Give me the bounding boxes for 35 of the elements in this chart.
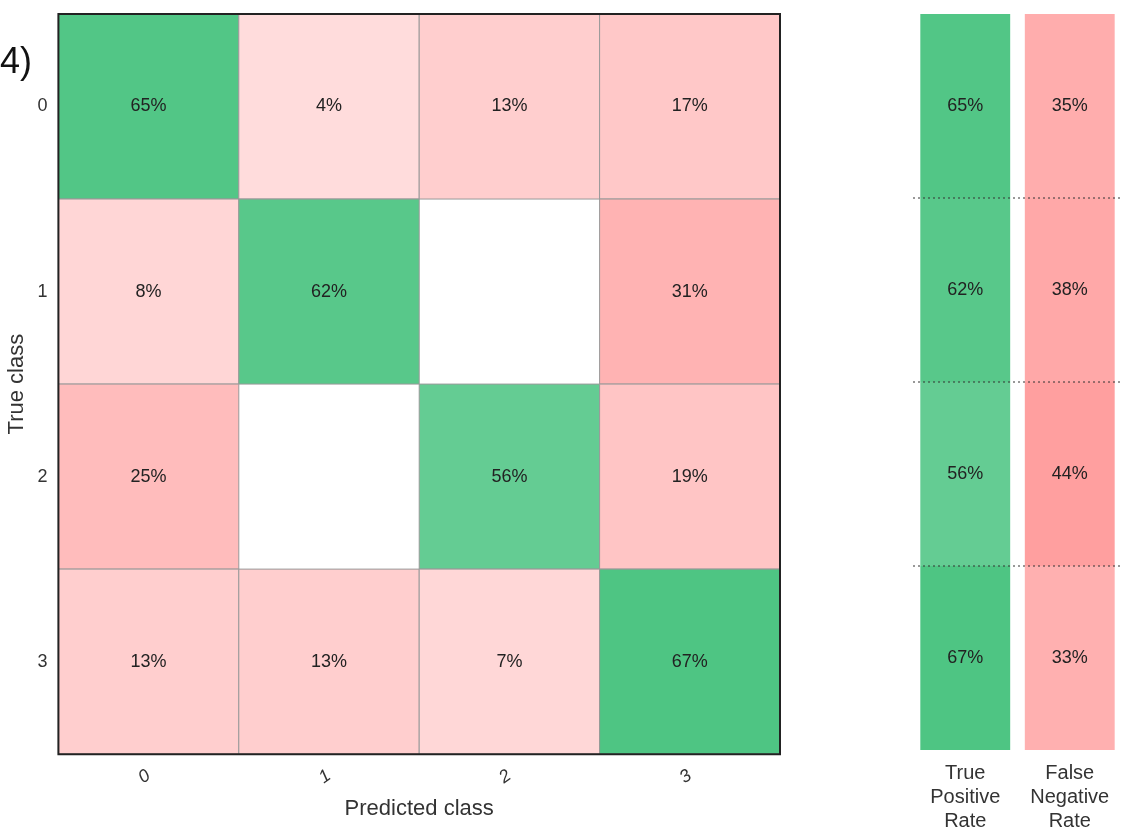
x-tick-label: 0 — [134, 765, 154, 788]
data-label: 44% — [1051, 462, 1088, 483]
data-label: 13% — [310, 650, 348, 671]
y-tick-label: 3 — [37, 650, 48, 671]
data-label: 8% — [135, 280, 162, 301]
x-tick-label: 1 — [314, 765, 335, 788]
data-label: 7% — [496, 650, 523, 671]
x-tick-label: False Negative Rate — [1030, 760, 1110, 831]
y-axis-title: True class — [3, 333, 29, 435]
data-label: 25% — [130, 465, 167, 486]
x-tick-label: True Positive Rate — [930, 760, 1001, 831]
data-label: 38% — [1051, 278, 1088, 299]
data-label: 13% — [491, 95, 528, 116]
data-label: 62% — [947, 278, 984, 299]
y-tick-label: 0 — [37, 95, 48, 116]
data-label: 33% — [1051, 646, 1088, 667]
data-label: 13% — [130, 650, 167, 671]
data-label: 67% — [671, 650, 708, 671]
data-label: 56% — [947, 462, 984, 483]
x-axis-title: Predicted class — [344, 794, 494, 820]
data-label: 4% — [316, 95, 343, 116]
y-tick-label: 2 — [37, 465, 48, 486]
data-label: 17% — [671, 95, 708, 116]
data-label: 31% — [671, 280, 708, 301]
data-label: 62% — [310, 280, 348, 301]
x-tick-label: 3 — [675, 765, 695, 788]
data-label: 67% — [947, 646, 984, 667]
data-label: 65% — [947, 94, 984, 115]
x-tick-label: 2 — [494, 765, 515, 788]
data-label: 56% — [491, 465, 528, 486]
text: 4) — [0, 40, 33, 82]
y-tick-label: 1 — [37, 280, 48, 301]
data-label: 19% — [671, 465, 708, 486]
data-label: 35% — [1051, 94, 1088, 115]
data-label: 65% — [130, 95, 167, 116]
